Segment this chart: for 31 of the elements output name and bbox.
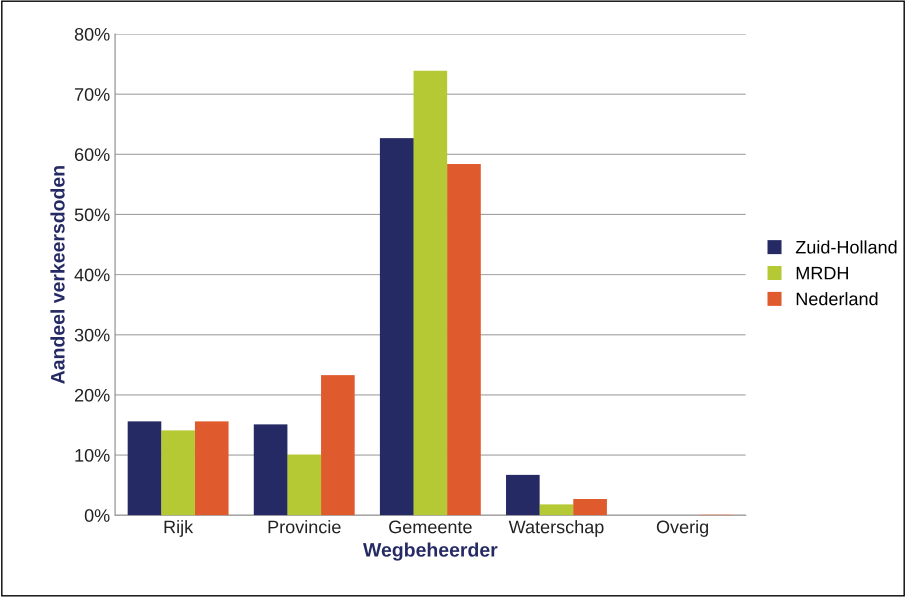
x-tick-label: Overig <box>656 520 708 537</box>
bar <box>414 70 448 516</box>
y-tick-label: 70% <box>74 88 110 101</box>
bar <box>321 375 355 516</box>
bar <box>380 138 414 516</box>
y-tick-label: 50% <box>74 208 110 222</box>
y-tick-label: 80% <box>74 28 110 41</box>
x-tick-label: Rijk <box>164 520 194 537</box>
bar <box>194 421 229 516</box>
bar <box>447 164 481 516</box>
y-tick-label: 30% <box>74 328 110 342</box>
y-tick-label: 60% <box>74 148 110 162</box>
y-tick-label: 10% <box>75 449 110 462</box>
x-tick-label: Gemeente <box>389 520 472 534</box>
legend-label: Zuid-Holland <box>796 240 896 254</box>
bar <box>506 474 540 516</box>
legend-label: Nederland <box>796 292 878 306</box>
bar <box>128 421 162 516</box>
bar <box>161 430 195 516</box>
bar <box>540 504 574 516</box>
y-axis-title: Aandeel verkeersdoden <box>50 166 65 384</box>
x-tick-label: Waterschap <box>508 520 604 537</box>
y-tick-label: 0% <box>84 509 110 522</box>
y-tick-label: 40% <box>74 268 110 282</box>
x-axis-title: Wegbeheerder <box>363 542 498 561</box>
bar <box>573 498 607 516</box>
x-tick-label: Provincie <box>268 520 341 534</box>
bar <box>254 424 288 516</box>
bar <box>287 454 322 516</box>
legend-label: MRDH <box>796 266 848 280</box>
y-tick-label: 20% <box>74 388 110 402</box>
